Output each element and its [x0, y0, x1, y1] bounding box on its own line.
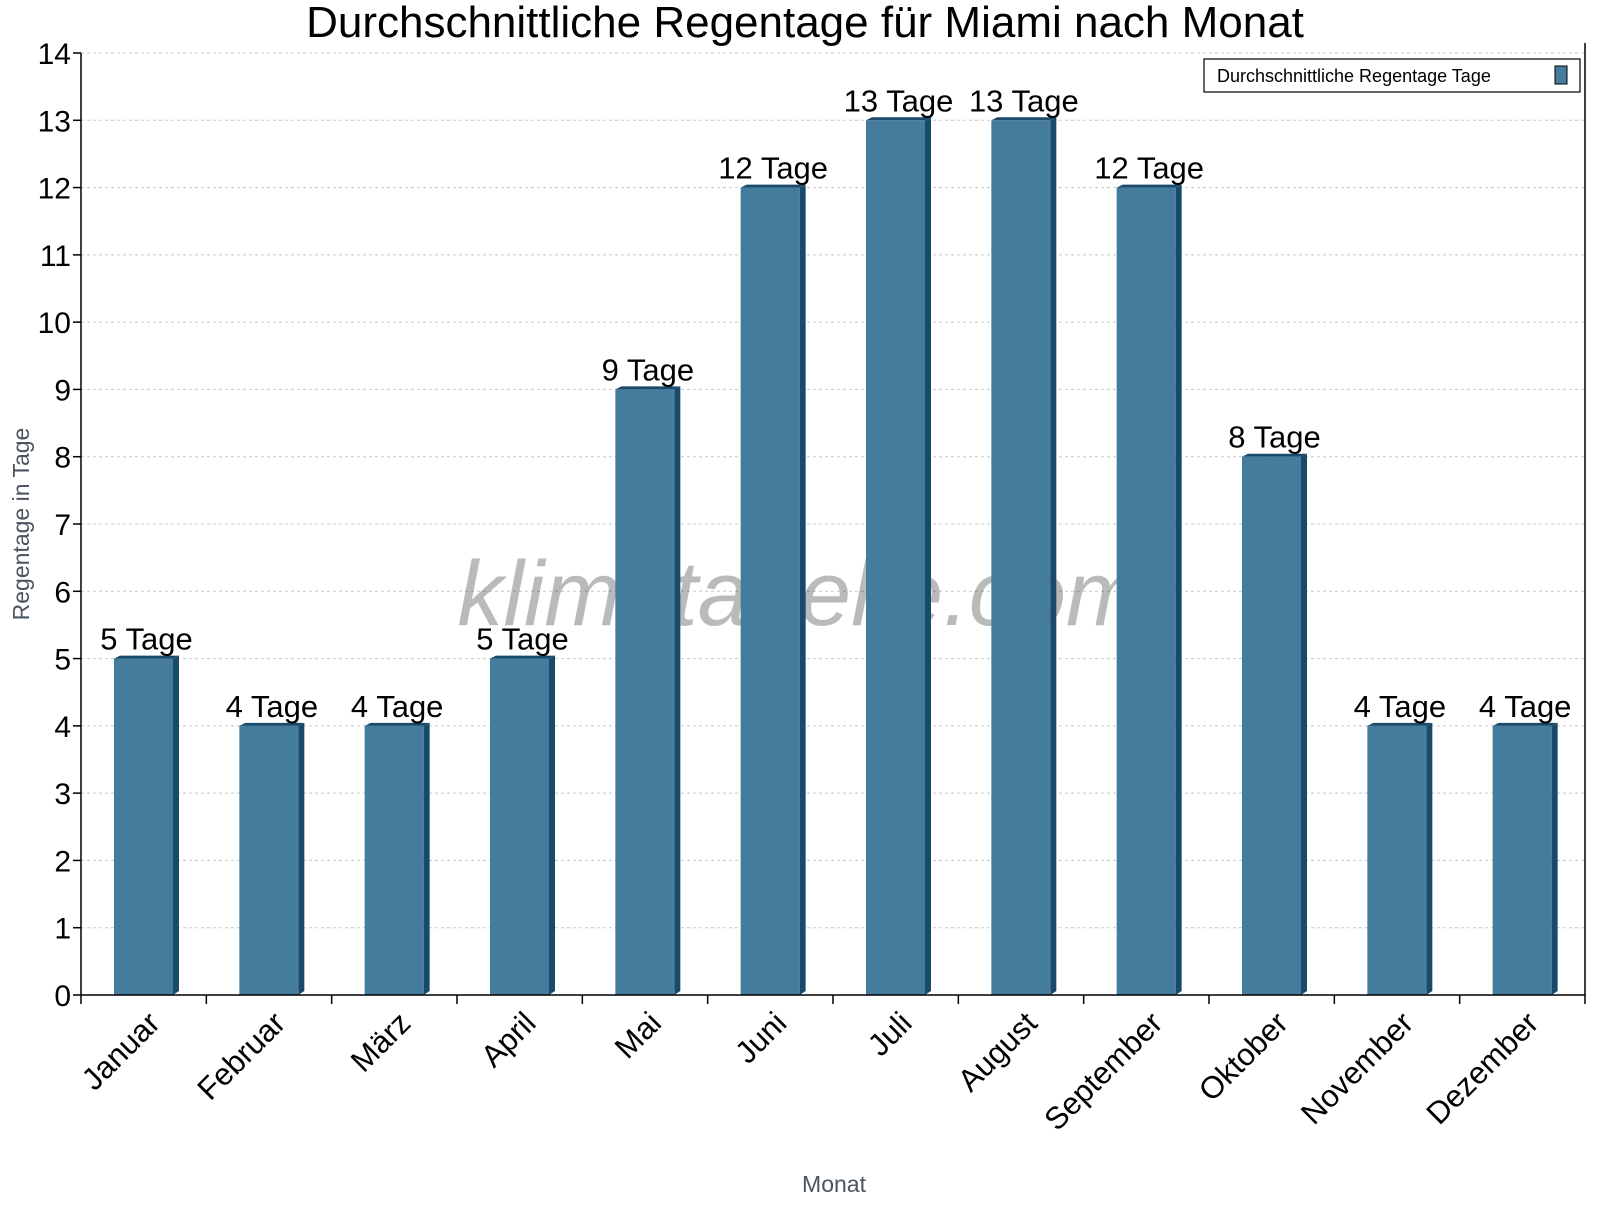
- x-tick-label: Dezember: [1419, 1005, 1545, 1131]
- bar-side: [925, 117, 931, 996]
- bar: [1492, 725, 1552, 995]
- y-tick-label: 13: [38, 105, 71, 138]
- bar-top: [740, 184, 806, 188]
- y-tick-label: 0: [54, 980, 71, 1013]
- bar-side: [799, 184, 806, 996]
- x-tick-label: August: [951, 1005, 1044, 1098]
- bar-side: [423, 722, 430, 995]
- bar: [866, 120, 925, 996]
- x-tick-label: Oktober: [1192, 1005, 1295, 1108]
- data-label: 9 Tage: [602, 352, 695, 387]
- bar-top: [490, 655, 555, 659]
- bar-top: [866, 117, 931, 121]
- chart-title: Durchschnittliche Regentage für Miami na…: [306, 0, 1304, 47]
- legend-label: Durchschnittliche Regentage Tage: [1217, 66, 1491, 86]
- bar-top: [615, 386, 681, 390]
- bar-top: [991, 117, 1057, 121]
- legend-swatch: [1554, 65, 1568, 85]
- x-tick-label: September: [1037, 1005, 1169, 1137]
- bar-top: [1242, 453, 1307, 457]
- bar: [114, 658, 173, 995]
- y-tick-label: 1: [54, 913, 71, 946]
- x-tick-label: Januar: [75, 1005, 167, 1097]
- data-label: 8 Tage: [1228, 420, 1321, 455]
- y-tick-label: 9: [54, 374, 71, 407]
- bar: [991, 120, 1051, 996]
- bar-top: [1367, 722, 1433, 726]
- x-tick-label: Juli: [861, 1005, 919, 1063]
- bar-side: [1175, 184, 1182, 996]
- bar: [615, 389, 675, 995]
- y-tick-label: 7: [54, 509, 71, 542]
- data-label: 4 Tage: [1479, 689, 1572, 724]
- data-label: 5 Tage: [100, 622, 193, 657]
- bar: [364, 725, 424, 995]
- x-tick-label: Juni: [728, 1005, 793, 1070]
- bar: [239, 725, 299, 995]
- gridlines: [81, 52, 1585, 929]
- bar-top: [1492, 722, 1558, 726]
- bar-top: [239, 722, 305, 726]
- x-tick-label: Februar: [190, 1005, 292, 1107]
- bar: [1116, 187, 1176, 996]
- data-label: 4 Tage: [226, 689, 319, 724]
- legend: Durchschnittliche Regentage Tage: [1203, 58, 1581, 93]
- bar-side: [173, 655, 179, 995]
- bar-side: [674, 386, 681, 995]
- x-tick-label: Mai: [608, 1005, 668, 1065]
- bar-top: [1116, 184, 1182, 188]
- bar: [1367, 725, 1427, 995]
- data-label: 4 Tage: [351, 689, 444, 724]
- x-tick-label: März: [344, 1005, 417, 1078]
- bar-top: [114, 655, 179, 659]
- data-label: 5 Tage: [476, 622, 569, 657]
- bar-side: [298, 722, 305, 995]
- data-label: 12 Tage: [718, 151, 828, 186]
- bar: [490, 658, 549, 995]
- bar: [740, 187, 800, 996]
- x-tick-label: November: [1294, 1005, 1420, 1131]
- bar-side: [1050, 117, 1057, 996]
- bar-side: [1551, 722, 1558, 995]
- data-label: 13 Tage: [844, 83, 954, 118]
- y-tick-label: 3: [54, 778, 71, 811]
- y-tick-label: 11: [40, 240, 71, 273]
- data-label: 13 Tage: [969, 83, 1079, 118]
- y-tick-label: 8: [54, 442, 71, 475]
- bars: 5 Tage 4 Tage 4 Tage 5 Tage 9 Tage 12 Tage 13 …: [100, 83, 1572, 996]
- x-axis-title: Monat: [802, 1171, 867, 1197]
- y-tick-label: 10: [38, 307, 71, 340]
- bar-side: [549, 655, 555, 995]
- bar-side: [1426, 722, 1433, 995]
- y-axis-title: Regentage in Tage: [8, 428, 34, 621]
- y-tick-label: 6: [54, 576, 71, 609]
- bar-side: [1301, 453, 1307, 995]
- y-tick-label: 5: [54, 644, 71, 677]
- x-tick-label: April: [474, 1005, 543, 1074]
- data-label: 12 Tage: [1094, 151, 1204, 186]
- legend-box: [1203, 58, 1581, 93]
- data-label: 4 Tage: [1354, 689, 1447, 724]
- y-tick-label: 12: [38, 173, 71, 206]
- bar-top: [364, 722, 430, 726]
- y-tick-label: 14: [38, 38, 71, 71]
- y-tick-label: 4: [54, 711, 71, 744]
- bar: [1242, 456, 1301, 995]
- y-tick-label: 2: [54, 845, 71, 878]
